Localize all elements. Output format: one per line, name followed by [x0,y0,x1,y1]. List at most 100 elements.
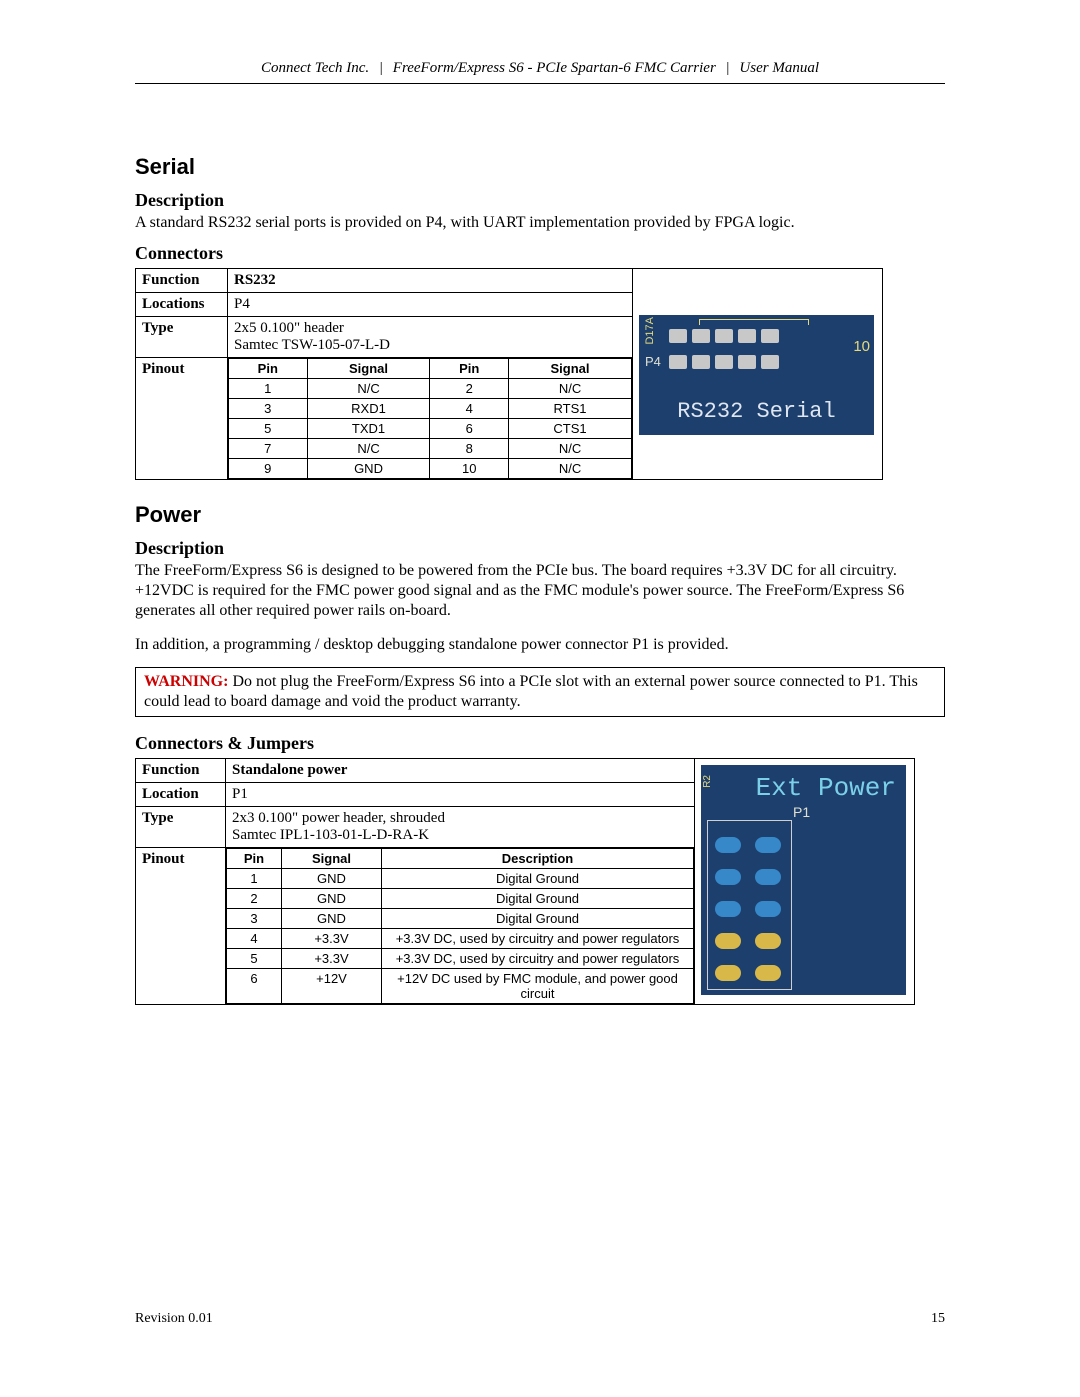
label-function: Function [136,269,228,293]
cell: N/C [307,439,430,459]
serial-pcb-pin10: 10 [853,339,870,354]
cell: 6 [430,419,509,439]
power-cj-heading: Connectors & Jumpers [135,733,945,754]
serial-desc: A standard RS232 serial ports is provide… [135,213,945,233]
pin-icon [715,329,733,343]
power-outer-table: Function Standalone power Location P1 Ty… [135,758,695,1005]
table-row: 2GNDDigital Ground [227,889,694,909]
label-location: Location [136,783,226,807]
pin-icon [761,355,779,369]
cell: N/C [307,379,430,399]
serial-phdr-3: Signal [509,359,632,379]
cell: CTS1 [509,419,632,439]
pin-gnd-icon [755,869,781,885]
power-warning-box: WARNING: Do not plug the FreeForm/Expres… [135,667,945,717]
serial-pcb-cell: D17A 10 P4 RS232 Serial [633,268,883,480]
table-row: 9GND10N/C [229,459,632,479]
table-row: 1N/C2N/C [229,379,632,399]
serial-heading: Serial [135,154,945,180]
header-sep-2: | [726,60,730,76]
label-pinout: Pinout [136,848,226,1005]
footer-page: 15 [931,1311,945,1327]
table-row: 6+12V+12V DC used by FMC module, and pow… [227,969,694,1004]
power-pcb-image: R2 Ext Power P1 [701,765,906,995]
power-phdr-0: Pin [227,849,282,869]
serial-phdr-1: Signal [307,359,430,379]
cell: 5 [227,949,282,969]
power-pcb-row5 [715,965,781,981]
cell: GND [282,869,382,889]
cell: 4 [227,929,282,949]
power-type-l2: Samtec IPL1-103-01-L-D-RA-K [232,827,429,843]
header-product: FreeForm/Express S6 - PCIe Spartan-6 FMC… [393,60,716,76]
table-row: 5+3.3V+3.3V DC, used by circuitry and po… [227,949,694,969]
cell: +3.3V [282,929,382,949]
cell: GND [307,459,430,479]
pin-icon [738,329,756,343]
label-type: Type [136,317,228,358]
cell: RTS1 [509,399,632,419]
serial-outer-table: Function RS232 Locations P4 Type 2x5 0.1… [135,268,633,480]
power-table-wrap: Function Standalone power Location P1 Ty… [135,758,945,1005]
pin-gnd-icon [755,837,781,853]
cell: N/C [509,459,632,479]
pin-icon [738,355,756,369]
cell: N/C [509,439,632,459]
page-footer: Revision 0.01 15 [135,1311,945,1327]
cell: 6 [227,969,282,1004]
label-function: Function [136,759,226,783]
power-pcb-row4 [715,933,781,949]
cell: 5 [229,419,308,439]
serial-desc-heading: Description [135,190,945,211]
power-pinout-header-row: Pin Signal Description [227,849,694,869]
pin-gnd-icon [715,869,741,885]
power-pcb-p1: P1 [793,805,810,819]
cell: 4 [430,399,509,419]
serial-pcb-row2 [669,355,779,369]
cell: GND [282,889,382,909]
power-phdr-1: Signal [282,849,382,869]
serial-connectors-heading: Connectors [135,243,945,264]
cell: GND [282,909,382,929]
footer-revision: Revision 0.01 [135,1311,213,1327]
serial-locations: P4 [228,293,633,317]
serial-pinout-header-row: Pin Signal Pin Signal [229,359,632,379]
power-desc-heading: Description [135,538,945,559]
label-locations: Locations [136,293,228,317]
pin-gnd-icon [715,901,741,917]
serial-pcb-title: RS232 Serial [639,401,874,423]
power-pcb-row2 [715,869,781,885]
pin-icon [692,329,710,343]
serial-function: RS232 [228,269,633,293]
cell: 7 [229,439,308,459]
cell: +3.3V [282,949,382,969]
power-pcb-row1 [715,837,781,853]
pin-v33-icon [755,933,781,949]
serial-pinout-table: Pin Signal Pin Signal 1N/C2N/C 3RXD14RTS… [228,358,632,479]
cell: 10 [430,459,509,479]
label-pinout: Pinout [136,358,228,480]
serial-pcb-silk-bar [699,319,809,325]
serial-pinout-cell: Pin Signal Pin Signal 1N/C2N/C 3RXD14RTS… [228,358,633,480]
cell: 3 [229,399,308,419]
cell: 3 [227,909,282,929]
power-pcb-title: Ext Power [756,775,896,801]
power-location: P1 [226,783,695,807]
cell: TXD1 [307,419,430,439]
table-row: 5TXD16CTS1 [229,419,632,439]
cell: 1 [229,379,308,399]
power-pcb-cell: R2 Ext Power P1 [695,758,915,1005]
pin-gnd-icon [755,901,781,917]
power-heading: Power [135,502,945,528]
cell: 2 [227,889,282,909]
cell: Digital Ground [382,909,694,929]
serial-pcb-p4: P4 [645,355,661,368]
cell: +3.3V DC, used by circuitry and power re… [382,929,694,949]
serial-phdr-2: Pin [430,359,509,379]
serial-type-l1: 2x5 0.100" header [234,320,344,336]
power-pcb-silk: R2 [703,775,713,788]
warning-text: Do not plug the FreeForm/Express S6 into… [144,673,918,710]
pin-icon [669,329,687,343]
cell: 1 [227,869,282,889]
pin-icon [761,329,779,343]
